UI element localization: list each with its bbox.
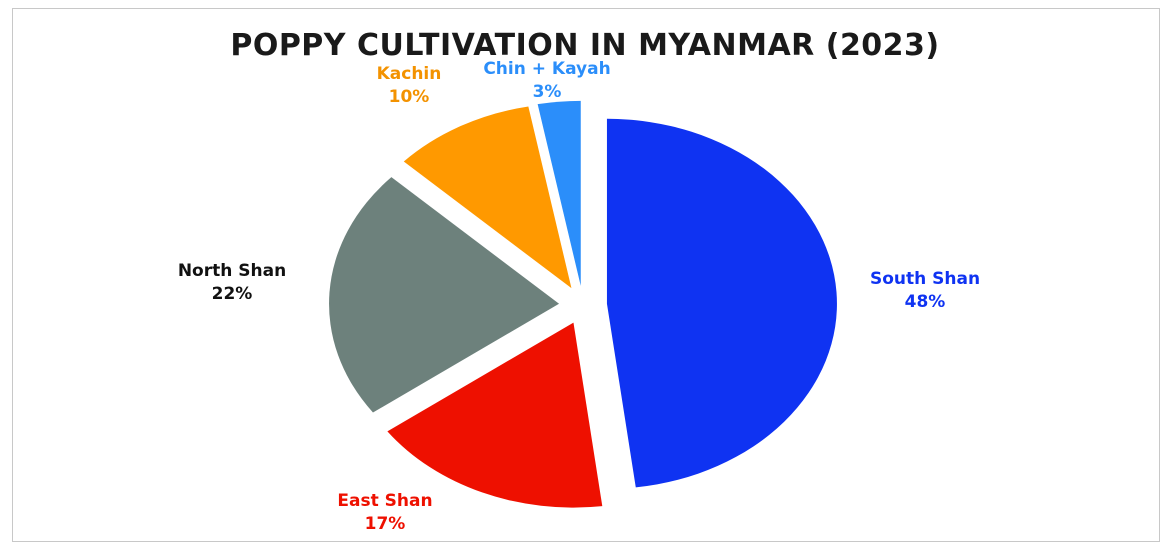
pie-slice-south-shan [606,118,837,488]
slice-name: South Shan [869,269,981,289]
pie-slice-chin-kayah [537,100,581,286]
chart-title: POPPY CULTIVATION IN MYANMAR (2023) [230,28,940,63]
slice-value: 17% [364,514,406,534]
label-north-shan: North Shan 22% [152,260,312,306]
slice-name: North Shan [177,261,287,281]
pie-slice-north-shan [329,177,560,413]
slice-value: 22% [211,284,253,304]
pie-slice-east-shan [387,322,603,508]
label-kachin: Kachin 10% [329,63,489,109]
slice-value: 3% [532,82,562,102]
label-east-shan: East Shan 17% [305,490,465,536]
label-chin-kayah: Chin + Kayah 3% [467,58,627,104]
pie-slice-kachin [403,106,572,289]
slice-name: Chin + Kayah [483,59,611,79]
slice-name: East Shan [337,491,433,511]
slice-value: 48% [904,292,946,312]
slice-value: 10% [388,87,430,107]
label-south-shan: South Shan 48% [845,268,1005,314]
slice-name: Kachin [376,64,442,84]
chart-frame [12,8,1160,542]
